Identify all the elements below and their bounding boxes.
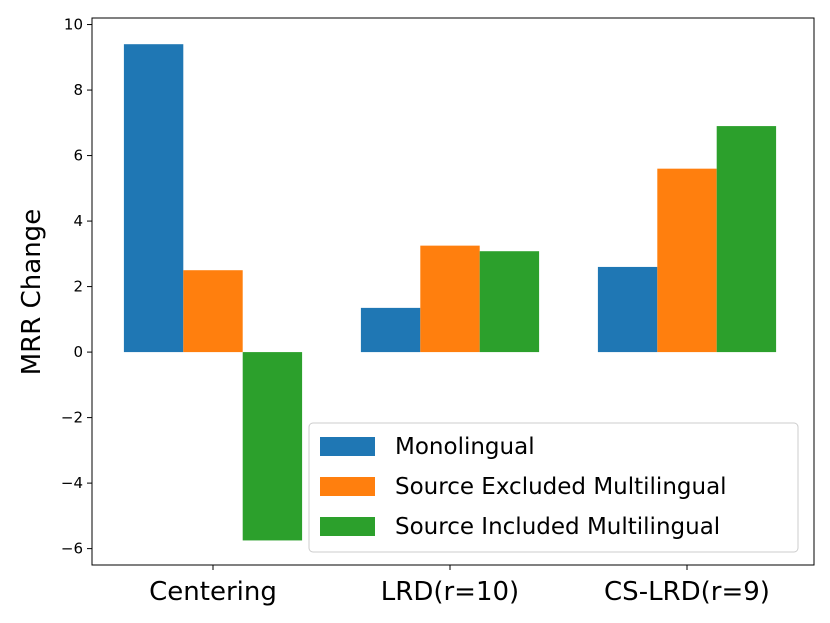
- bar-source-included-multilingual-0: [242, 352, 303, 541]
- y-tick-label: 6: [73, 147, 83, 165]
- bars-group: [123, 44, 777, 541]
- x-tick-label: Centering: [149, 577, 277, 607]
- bar-monolingual-0: [123, 44, 184, 353]
- bar-monolingual-1: [360, 307, 421, 353]
- y-axis-label: MRR Change: [17, 209, 47, 375]
- y-tick-label: −2: [61, 409, 83, 427]
- bar-source-excluded-multilingual-2: [657, 168, 717, 353]
- legend-swatch: [320, 437, 375, 456]
- plot-frame: [91, 17, 815, 566]
- legend: Monolingual Source Excluded Multilingual S…: [308, 422, 799, 553]
- y-tick-label: 8: [73, 81, 83, 99]
- legend-box: [308, 422, 799, 553]
- y-tick-label: −4: [61, 474, 83, 492]
- bar-source-included-multilingual-1: [479, 251, 540, 353]
- y-tick-label: −6: [61, 540, 83, 558]
- y-tick-label: 10: [64, 16, 83, 34]
- y-axis-ticks: −6 −4 −2 0 2 4 6 8 10: [61, 16, 92, 558]
- bar-source-excluded-multilingual-1: [420, 245, 480, 353]
- legend-label: Monolingual: [395, 434, 535, 460]
- legend-label: Source Excluded Multilingual: [395, 474, 727, 500]
- x-tick-label: CS-LRD(r=9): [604, 577, 770, 607]
- x-tick-label: LRD(r=10): [381, 577, 519, 607]
- y-tick-label: 2: [73, 278, 83, 296]
- bar-source-included-multilingual-2: [716, 126, 777, 353]
- y-tick-label: 0: [73, 343, 83, 361]
- x-axis-ticks: Centering LRD(r=10) CS-LRD(r=9): [149, 565, 770, 607]
- legend-swatch: [320, 517, 375, 536]
- legend-label: Source Included Multilingual: [395, 514, 720, 540]
- y-tick-label: 4: [73, 212, 83, 230]
- legend-swatch: [320, 477, 375, 496]
- bar-source-excluded-multilingual-0: [183, 270, 243, 353]
- bar-monolingual-2: [597, 266, 658, 353]
